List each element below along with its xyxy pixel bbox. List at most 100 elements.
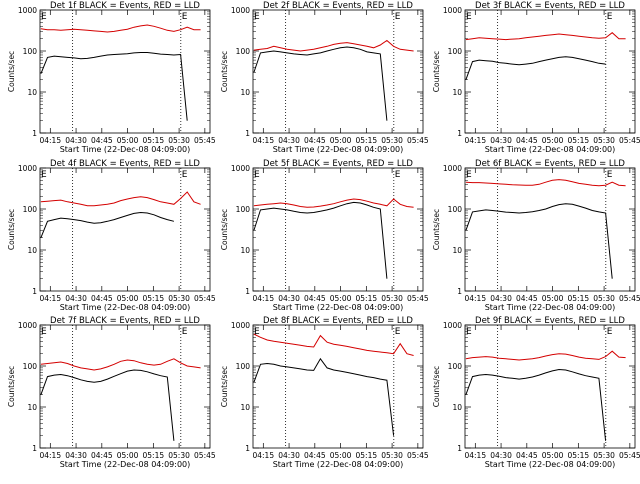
x-tick-label: 05:15 (356, 451, 378, 460)
series-line (40, 211, 175, 238)
y-axis-label: Counts/sec (220, 209, 229, 250)
x-tick-label: 04:45 (304, 294, 326, 303)
series-line (253, 357, 395, 436)
x-axis-label: Start Time (22-Dec-08 04:09:00) (485, 460, 616, 469)
x-tick-label: 04:45 (516, 136, 538, 145)
x-tick-label: 04:30 (278, 136, 300, 145)
series-line (253, 333, 414, 356)
chart-panel: Det 9f BLACK = Events, RED = LLD 1 10 100 10… (432, 316, 640, 469)
y-tick-label: 10 (452, 246, 462, 255)
y-axis-label: Counts/sec (220, 366, 229, 407)
x-axis-label: Start Time (22-Dec-08 04:09:00) (485, 145, 616, 154)
y-axis-label: Counts/sec (7, 51, 16, 92)
x-tick-label: 05:00 (117, 136, 139, 145)
y-tick-label: 1 (245, 129, 250, 138)
chart-title: Det 1f BLACK = Events, RED = LLD (50, 1, 200, 11)
chart-title: Det 5f BLACK = Events, RED = LLD (263, 159, 413, 169)
y-axis-label: Counts/sec (432, 209, 441, 250)
chart-title: Det 7f BLACK = Events, RED = LLD (50, 316, 200, 326)
x-tick-label: 04:30 (490, 294, 512, 303)
x-axis-label: Start Time (22-Dec-08 04:09:00) (273, 303, 404, 312)
chart-panel: Det 4f BLACK = Events, RED = LLD 1 10 100 10… (7, 159, 216, 312)
series-line (253, 198, 414, 208)
y-tick-label: 1 (32, 444, 37, 453)
y-tick-label: 100 (236, 205, 251, 214)
x-tick-label: 05:45 (194, 451, 216, 460)
x-tick-label: 04:30 (490, 451, 512, 460)
y-tick-label: 100 (23, 47, 38, 56)
x-tick-label: 05:15 (143, 294, 165, 303)
x-tick-label: 04:30 (65, 136, 87, 145)
x-tick-label: 05:15 (356, 136, 378, 145)
event-marker-label: E (607, 327, 613, 337)
series-line (40, 369, 175, 441)
x-tick-label: 04:45 (304, 136, 326, 145)
x-tick-label: 05:45 (619, 451, 640, 460)
series-line (40, 358, 201, 371)
chart-panel: Det 8f BLACK = Events, RED = LLD 1 10 100 10… (220, 316, 429, 469)
y-tick-label: 1000 (231, 321, 250, 330)
y-tick-label: 1000 (231, 6, 250, 15)
y-axis-label: Counts/sec (220, 51, 229, 92)
event-marker-label: E (466, 327, 472, 337)
x-tick-label: 05:45 (619, 136, 640, 145)
chart-title: Det 6f BLACK = Events, RED = LLD (475, 159, 625, 169)
x-tick-label: 05:45 (407, 294, 429, 303)
chart-title: Det 9f BLACK = Events, RED = LLD (475, 316, 625, 326)
series-line (465, 32, 626, 41)
x-tick-label: 04:15 (464, 294, 486, 303)
x-tick-label: 04:45 (516, 294, 538, 303)
x-axis-label: Start Time (22-Dec-08 04:09:00) (485, 303, 616, 312)
x-tick-label: 04:30 (490, 136, 512, 145)
y-tick-label: 10 (240, 88, 250, 97)
x-tick-label: 05:45 (407, 451, 429, 460)
x-tick-label: 05:30 (381, 136, 403, 145)
event-marker-label: E (607, 12, 613, 22)
y-tick-label: 10 (27, 403, 37, 412)
series-line (465, 203, 613, 279)
x-tick-label: 04:45 (304, 451, 326, 460)
x-tick-label: 04:30 (278, 294, 300, 303)
y-tick-label: 100 (236, 362, 251, 371)
event-marker-label: E (41, 12, 47, 22)
event-marker-label: E (395, 327, 401, 337)
event-marker-label: E (41, 170, 47, 180)
chart-panel: Det 5f BLACK = Events, RED = LLD 1 10 100 10… (220, 159, 429, 312)
y-tick-label: 1 (245, 287, 250, 296)
x-tick-label: 04:45 (91, 294, 113, 303)
x-axis-label: Start Time (22-Dec-08 04:09:00) (273, 460, 404, 469)
y-tick-label: 1000 (18, 164, 37, 173)
event-marker-label: E (182, 327, 188, 337)
x-tick-label: 05:45 (194, 136, 216, 145)
x-tick-label: 04:45 (516, 451, 538, 460)
y-tick-label: 1000 (18, 321, 37, 330)
y-tick-label: 1 (245, 444, 250, 453)
x-tick-label: 05:15 (143, 451, 165, 460)
x-tick-label: 04:45 (91, 451, 113, 460)
x-tick-label: 05:30 (168, 294, 190, 303)
plot-frame (464, 167, 636, 292)
x-tick-label: 04:15 (252, 136, 274, 145)
y-tick-label: 1000 (443, 164, 462, 173)
y-tick-label: 1000 (443, 6, 462, 15)
x-tick-label: 05:15 (143, 136, 165, 145)
x-tick-label: 05:30 (168, 451, 190, 460)
y-tick-label: 1 (457, 129, 462, 138)
x-axis-label: Start Time (22-Dec-08 04:09:00) (60, 145, 191, 154)
plot-frame (464, 324, 636, 449)
y-tick-label: 100 (448, 362, 463, 371)
x-tick-label: 05:30 (168, 136, 190, 145)
chart-panel: Det 7f BLACK = Events, RED = LLD 1 10 100 10… (7, 316, 216, 469)
plot-frame (252, 9, 424, 134)
plot-frame (39, 167, 211, 292)
x-tick-label: 05:30 (381, 451, 403, 460)
chart-panel: Det 3f BLACK = Events, RED = LLD 1 10 100 10… (432, 1, 640, 154)
plot-frame (464, 9, 636, 134)
event-marker-label: E (182, 12, 188, 22)
x-tick-label: 05:00 (117, 451, 139, 460)
event-marker-label: E (607, 170, 613, 180)
x-tick-label: 05:45 (619, 294, 640, 303)
x-axis-label: Start Time (22-Dec-08 04:09:00) (60, 303, 191, 312)
